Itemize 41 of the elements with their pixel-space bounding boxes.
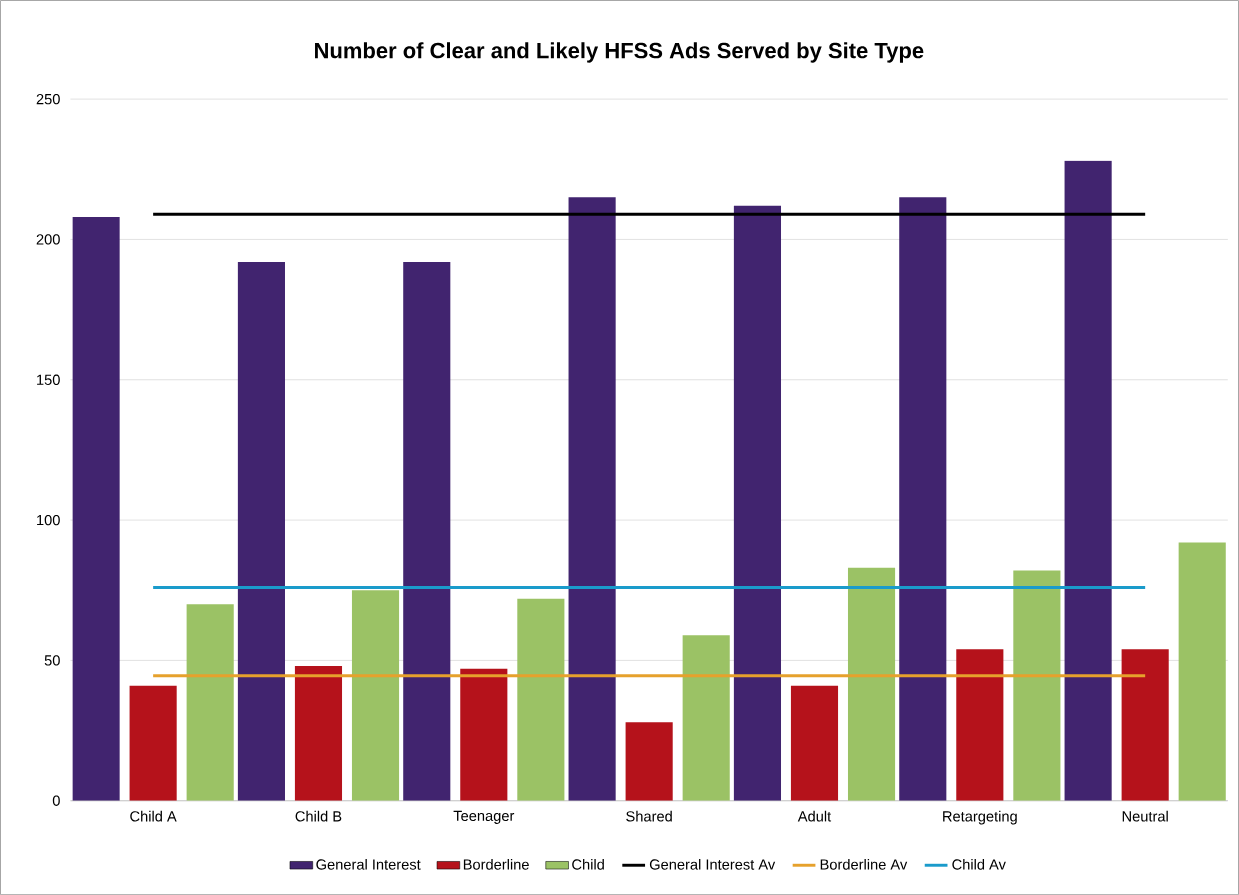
bar	[956, 649, 1004, 801]
y-tick-label: 0	[52, 795, 60, 806]
bar	[294, 665, 343, 801]
x-tick-label: Shared	[626, 810, 672, 822]
x-tick-label: Retargeting	[943, 810, 1017, 825]
y-tick-label: 50	[44, 655, 60, 666]
bar	[625, 722, 673, 801]
bar	[568, 197, 616, 801]
bar	[1064, 160, 1112, 801]
bar	[129, 685, 177, 801]
bar	[186, 604, 234, 801]
y-tick-label: 100	[37, 514, 60, 526]
chart-title: Number of Clear and Likely HFSS Ads Served by Site Type	[315, 42, 924, 63]
y-tick-label: 150	[37, 374, 60, 385]
bar	[460, 668, 508, 801]
y-tick-label: 250	[36, 93, 60, 105]
legend-label: Borderline	[463, 858, 529, 870]
x-tick-label: Child B	[295, 810, 342, 822]
bar	[847, 567, 896, 801]
legend-label: General Interest Av	[649, 858, 776, 870]
bar	[72, 216, 120, 801]
y-tick-label: 200	[36, 234, 60, 245]
bar	[351, 590, 400, 801]
bar	[1121, 649, 1169, 801]
x-tick-label: Child A	[130, 810, 177, 822]
x-tick-label: Teenager	[453, 810, 515, 824]
bar	[403, 261, 451, 801]
bar	[899, 197, 947, 801]
bar	[733, 205, 782, 801]
legend-label: Child	[572, 858, 604, 870]
legend-label: General Interest	[316, 858, 421, 870]
bar	[517, 598, 565, 801]
legend-label: Borderline Av	[820, 858, 908, 870]
legend-label: Child Av	[952, 858, 1006, 870]
bar	[1178, 542, 1226, 801]
x-tick-label: Adult	[797, 810, 832, 822]
bar	[237, 261, 285, 801]
bar	[1013, 570, 1061, 801]
bar	[682, 635, 730, 801]
x-tick-label: Neutral	[1122, 810, 1168, 822]
bar	[790, 685, 839, 801]
